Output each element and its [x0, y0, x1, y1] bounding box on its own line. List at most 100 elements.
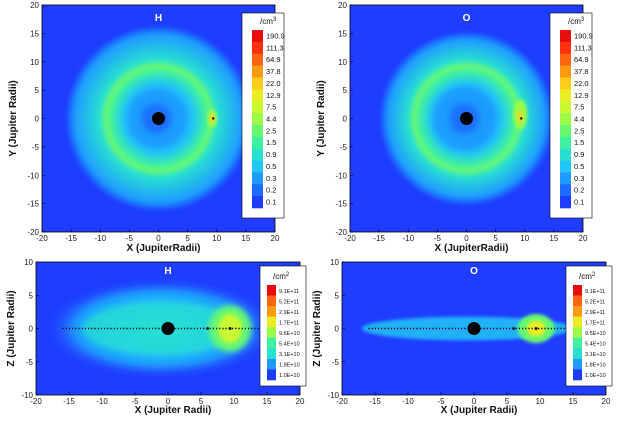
colorbar-swatch — [252, 89, 263, 102]
x-tick-label: 15 — [549, 234, 558, 243]
colorbar-label: 1.5 — [574, 138, 584, 147]
y-tick-label: -15 — [27, 200, 39, 209]
colorbar-swatch — [573, 369, 582, 381]
colorbar-unit-exponent: 2 — [286, 272, 290, 278]
colorbar-swatch — [560, 124, 571, 138]
x-tick-label: 0 — [166, 397, 171, 406]
satellite-marker — [206, 327, 210, 330]
colorbar-label: 22.0 — [574, 79, 589, 88]
colorbar-swatch — [267, 306, 276, 317]
colorbar-unit-base: /cm — [273, 272, 286, 281]
y-tick-label: -10 — [21, 391, 33, 400]
colorbar-label: 5.2E+11 — [585, 299, 605, 305]
colorbar-swatch — [252, 30, 263, 43]
x-tick-label: 0 — [464, 234, 469, 243]
colorbar-label: 64.9 — [266, 55, 281, 64]
colorbar-unit-base: /cm — [579, 272, 592, 281]
y-tick-label: -5 — [340, 143, 348, 152]
panel-xy-h: -20 -15 -10 -5 0 5 10 15 20 -20 -15 -10 -5 0 5 10 15 20 X … — [8, 1, 285, 254]
x-tick-label: 5 — [505, 397, 510, 406]
moon-marker — [212, 117, 215, 120]
y-tick-label: 15 — [30, 29, 39, 38]
y-axis-label: Z (Jupiter Radii) — [312, 290, 323, 366]
y-tick-label: 0 — [35, 115, 40, 124]
colorbar-swatch — [560, 172, 571, 185]
x-tick-label: 20 — [271, 234, 280, 243]
x-tick-label: 20 — [296, 397, 305, 406]
colorbar-swatch — [573, 327, 582, 339]
colorbar-swatch — [560, 196, 571, 209]
colorbar-label: 1.8E+10 — [279, 363, 300, 369]
x-tick-label: 10 — [520, 234, 529, 243]
colorbar-label: 111.3 — [574, 43, 592, 52]
plasma-sheet-core — [82, 302, 241, 355]
colorbar-swatch — [252, 196, 263, 209]
y-tick-label: 20 — [30, 1, 39, 10]
colorbar-swatch — [573, 285, 582, 296]
x-tick-label: 5 — [199, 397, 204, 406]
plot-area — [36, 262, 300, 395]
y-tick-label: 10 — [330, 258, 339, 267]
colorbar-swatch — [267, 369, 276, 381]
colorbar-label: 37.8 — [266, 67, 281, 76]
x-tick-label: 10 — [212, 234, 221, 243]
y-tick-label: -10 — [327, 391, 339, 400]
colorbar-swatch — [560, 30, 571, 43]
colorbar-label: 0.3 — [574, 174, 584, 183]
moon-marker — [534, 327, 538, 330]
x-axis-label: X (JupiterRadii) — [127, 243, 201, 254]
y-tick-label: -20 — [27, 228, 39, 237]
y-tick-label: 10 — [24, 258, 33, 267]
colorbar-label: 0.1 — [574, 198, 584, 207]
colorbar-unit-base: /cm — [260, 17, 273, 26]
colorbar-swatch — [560, 53, 571, 66]
y-tick-label: -20 — [335, 228, 347, 237]
colorbar-label: 0.2 — [266, 186, 276, 195]
colorbar-swatch — [267, 295, 276, 307]
x-tick-label: 15 — [241, 234, 250, 243]
y-tick-label: -15 — [335, 200, 347, 209]
x-tick-label: -15 — [373, 234, 385, 243]
x-tick-label: -15 — [63, 397, 75, 406]
colorbar-label: 3.1E+10 — [585, 352, 606, 358]
x-tick-label: -15 — [369, 397, 381, 406]
x-tick-label: 0 — [472, 397, 477, 406]
colorbar-label: 9.5E+10 — [585, 331, 606, 337]
x-tick-label: 10 — [536, 397, 545, 406]
colorbar: 9.1E+11 5.2E+11 2.9E+11 1.7E+11 9.5E+10 5.4E+… — [259, 265, 307, 387]
y-axis-label: Y (Jupiter Radii) — [8, 80, 19, 157]
colorbar-label: 190.9 — [574, 31, 593, 40]
colorbar-label: 12.9 — [574, 91, 589, 100]
colorbar: 9.1E+11 5.2E+11 2.9E+11 1.7E+11 9.5E+10 5.4E+… — [565, 265, 613, 387]
colorbar-label: 2.5 — [266, 126, 276, 135]
colorbar-label: 0.9 — [266, 150, 276, 159]
x-tick-label: -20 — [336, 397, 348, 406]
y-tick-label: 20 — [338, 1, 347, 10]
colorbar: 190.9 111.3 64.9 37.8 22.0 12.9 7.5 4.4 2.5 1.5 0.… — [241, 12, 285, 219]
colorbar-label: 0.9 — [574, 150, 584, 159]
x-tick-label: -10 — [402, 397, 414, 406]
colorbar-swatch — [560, 148, 571, 161]
colorbar-label: 0.3 — [266, 174, 276, 183]
x-axis-label: X (JupiterRadii) — [435, 243, 509, 254]
colorbar-label: 1.0E+10 — [585, 373, 606, 379]
colorbar-swatch — [267, 285, 276, 296]
colorbar-label: 9.1E+11 — [585, 289, 605, 295]
colorbar-swatch — [267, 316, 276, 328]
y-tick-label: 5 — [29, 291, 34, 300]
colorbar-swatch — [573, 348, 582, 360]
x-axis-label: X (Jupiter Radii) — [441, 405, 518, 416]
colorbar-label: 111.3 — [266, 43, 284, 52]
colorbar-swatch — [267, 337, 276, 349]
colorbar-label: 1.8E+10 — [585, 363, 606, 369]
panel-title: H — [155, 13, 162, 24]
satellite-marker — [512, 327, 515, 330]
panel-xz-o: -20 -15 -10 -5 0 5 10 15 20 -10 -5 0 5 10 X (Jupiter R… — [312, 258, 613, 416]
x-tick-label: 5 — [493, 234, 498, 243]
x-tick-label: -5 — [437, 397, 445, 406]
moon-hotspot-core — [517, 110, 523, 123]
colorbar-swatch — [252, 172, 263, 185]
colorbar-label: 9.5E+10 — [279, 331, 300, 337]
colorbar-swatch — [267, 327, 276, 339]
